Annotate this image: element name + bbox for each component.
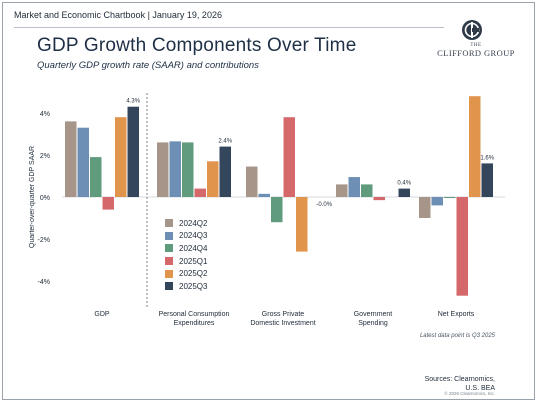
legend-swatch — [165, 231, 173, 240]
bar — [258, 193, 270, 197]
bar — [419, 197, 431, 218]
category-label: Spending — [358, 320, 388, 327]
data-label: 4.3% — [126, 99, 140, 105]
bar — [207, 161, 219, 197]
chartbook-header: Market and Economic Chartbook | January … — [14, 10, 222, 20]
category-label: Personal Consumption — [159, 311, 230, 318]
bar — [90, 157, 102, 197]
source-line-2: U.S. BEA — [465, 385, 495, 392]
bar — [65, 121, 77, 197]
bar — [127, 106, 139, 197]
bar — [169, 141, 181, 197]
legend-item: 2025Q3 — [165, 280, 207, 293]
copyright-note: © 2026 Clearnomics, Inc. — [444, 391, 495, 396]
chart-frame — [2, 2, 535, 400]
category-label: Expenditures — [174, 320, 215, 327]
legend-label: 2024Q3 — [179, 231, 208, 241]
bar — [194, 188, 206, 197]
logo-name-text: CLIFFORD GROUP — [437, 48, 515, 58]
bar — [283, 117, 295, 197]
bar — [246, 166, 258, 197]
legend-item: 2025Q1 — [165, 255, 207, 268]
y-tick-label: 2% — [40, 153, 50, 160]
bar — [361, 184, 373, 197]
category-label: GDP — [94, 311, 110, 318]
category-label: Net Exports — [438, 311, 475, 318]
chart-subtitle: Quarterly GDP growth rate (SAAR) and con… — [37, 60, 259, 71]
data-label: 1.6% — [480, 155, 494, 161]
legend-item: 2024Q2 — [165, 217, 207, 230]
y-tick-label: -2% — [38, 237, 50, 244]
bar — [469, 96, 481, 197]
source-note: Sources: Clearnomics, U.S. BEA — [375, 375, 495, 393]
data-label: 2.4% — [218, 139, 232, 145]
category-label: Government — [354, 311, 393, 318]
legend-item: 2025Q2 — [165, 267, 207, 280]
legend-swatch — [165, 269, 173, 278]
bar — [182, 142, 194, 197]
legend-label: 2024Q2 — [179, 218, 208, 228]
legend-item: 2024Q4 — [165, 242, 207, 255]
legend-label: 2025Q3 — [179, 281, 208, 291]
bar — [157, 142, 169, 197]
logo-mark-icon — [462, 20, 482, 40]
bar — [102, 197, 114, 210]
bar — [77, 127, 89, 197]
legend-item: 2024Q3 — [165, 230, 207, 243]
bar — [431, 197, 443, 206]
legend-label: 2025Q1 — [179, 256, 208, 266]
bar — [456, 197, 468, 296]
legend-label: 2025Q2 — [179, 269, 208, 279]
bar — [348, 177, 360, 197]
legend-swatch — [165, 257, 173, 266]
category-label: Domestic Investment — [250, 320, 315, 327]
bar — [115, 117, 127, 197]
legend-label: 2024Q4 — [179, 243, 208, 253]
bar — [398, 188, 410, 197]
chart-legend: 2024Q2 2024Q3 2024Q4 2025Q1 2025Q2 2025Q3 — [165, 217, 207, 293]
data-label: 0.4% — [397, 181, 411, 187]
bar — [271, 197, 283, 223]
y-tick-label: 0% — [40, 195, 50, 202]
clifford-group-logo: THE CLIFFORD GROUP — [428, 19, 524, 61]
bar — [336, 184, 348, 197]
bar — [444, 197, 456, 199]
y-tick-label: -4% — [38, 279, 50, 286]
bar — [481, 163, 493, 197]
source-line-1: Sources: Clearnomics, — [424, 376, 495, 383]
logo-the-text: THE — [470, 43, 482, 48]
legend-swatch — [165, 282, 173, 291]
category-label: Gross Private — [262, 311, 305, 318]
chart-footnote: Latest data point is Q3 2025 — [419, 333, 495, 339]
bar — [296, 197, 308, 252]
header-rule — [14, 27, 444, 28]
y-tick-label: 4% — [40, 111, 50, 118]
legend-swatch — [165, 244, 173, 253]
bar — [219, 146, 231, 197]
chart-title: GDP Growth Components Over Time — [37, 35, 357, 56]
y-axis-label: Quarter-over-quarter GDP SAAR — [29, 146, 36, 248]
data-label: -0.0% — [316, 202, 332, 208]
bar — [373, 197, 385, 201]
legend-swatch — [165, 219, 173, 228]
